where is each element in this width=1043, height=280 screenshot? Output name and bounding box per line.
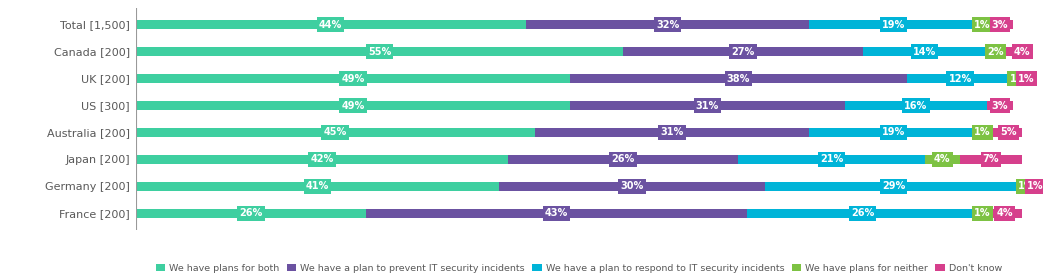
Text: 30%: 30%: [621, 181, 644, 192]
Bar: [924, 155, 960, 164]
Bar: [136, 128, 534, 137]
Bar: [987, 101, 1013, 110]
Text: 26%: 26%: [851, 208, 874, 218]
Bar: [765, 182, 1022, 191]
Bar: [863, 47, 987, 56]
Text: 29%: 29%: [882, 181, 905, 192]
Text: 26%: 26%: [611, 155, 635, 164]
Bar: [623, 47, 863, 56]
Text: 27%: 27%: [731, 46, 754, 57]
Bar: [136, 74, 569, 83]
Bar: [960, 155, 1022, 164]
Text: 4%: 4%: [996, 208, 1013, 218]
Bar: [738, 155, 924, 164]
Bar: [1004, 47, 1040, 56]
Text: 49%: 49%: [341, 101, 364, 111]
Text: 4%: 4%: [1014, 46, 1030, 57]
Bar: [747, 209, 978, 218]
Bar: [987, 128, 1030, 137]
Bar: [136, 47, 623, 56]
Bar: [1030, 182, 1040, 191]
Bar: [569, 101, 845, 110]
Text: 3%: 3%: [992, 20, 1009, 30]
Text: 1%: 1%: [1018, 74, 1035, 83]
Text: 26%: 26%: [239, 208, 263, 218]
Bar: [987, 20, 1013, 29]
Text: 55%: 55%: [368, 46, 391, 57]
Bar: [534, 128, 809, 137]
Bar: [987, 209, 1022, 218]
Bar: [526, 20, 809, 29]
Text: 7%: 7%: [983, 155, 999, 164]
Text: 3%: 3%: [992, 101, 1009, 111]
Text: 2%: 2%: [988, 46, 1003, 57]
Bar: [366, 209, 747, 218]
Text: 32%: 32%: [656, 20, 679, 30]
Bar: [977, 128, 987, 137]
Text: 1%: 1%: [1018, 181, 1035, 192]
Text: 19%: 19%: [882, 20, 905, 30]
Text: 5%: 5%: [1000, 127, 1017, 137]
Bar: [977, 20, 987, 29]
Bar: [809, 20, 977, 29]
Legend: We have plans for both, We have a plan to prevent IT security incidents, We have: We have plans for both, We have a plan t…: [153, 261, 1004, 276]
Text: 44%: 44%: [319, 20, 342, 30]
Bar: [1022, 182, 1030, 191]
Text: 1%: 1%: [974, 127, 991, 137]
Bar: [136, 182, 499, 191]
Text: 19%: 19%: [882, 127, 905, 137]
Text: 31%: 31%: [696, 101, 719, 111]
Bar: [809, 128, 977, 137]
Bar: [845, 101, 987, 110]
Bar: [136, 101, 569, 110]
Text: 4%: 4%: [935, 155, 950, 164]
Bar: [1013, 74, 1022, 83]
Text: 43%: 43%: [545, 208, 568, 218]
Text: 41%: 41%: [306, 181, 329, 192]
Bar: [136, 209, 366, 218]
Text: 1%: 1%: [974, 20, 991, 30]
Text: 21%: 21%: [820, 155, 843, 164]
Bar: [906, 74, 1013, 83]
Bar: [508, 155, 738, 164]
Bar: [499, 182, 765, 191]
Bar: [1022, 74, 1030, 83]
Bar: [136, 20, 526, 29]
Text: 1%: 1%: [974, 208, 991, 218]
Text: 38%: 38%: [727, 74, 750, 83]
Text: 49%: 49%: [341, 74, 364, 83]
Bar: [977, 209, 987, 218]
Text: 16%: 16%: [904, 101, 927, 111]
Text: 14%: 14%: [913, 46, 937, 57]
Text: 42%: 42%: [310, 155, 334, 164]
Bar: [987, 47, 1004, 56]
Text: 31%: 31%: [660, 127, 683, 137]
Text: 45%: 45%: [323, 127, 346, 137]
Text: 12%: 12%: [948, 74, 972, 83]
Bar: [136, 155, 508, 164]
Text: 1%: 1%: [1027, 181, 1043, 192]
Bar: [569, 74, 906, 83]
Text: 1%: 1%: [1010, 74, 1026, 83]
